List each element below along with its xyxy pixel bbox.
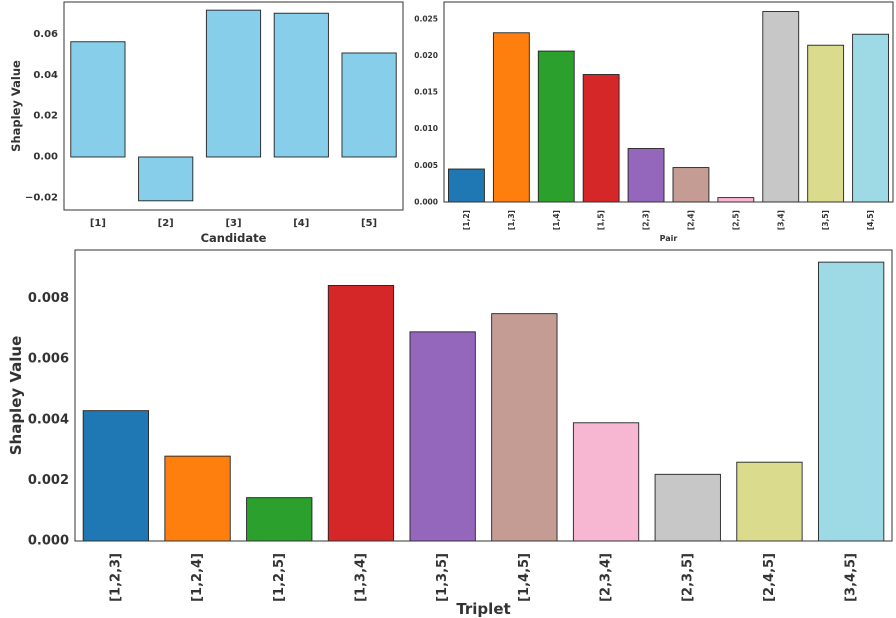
triplet-xlabel: Triplet [456,600,510,618]
triplet-ytick-label: 0.008 [28,291,69,306]
candidate-bar-[3] [205,9,262,158]
pair-xtick-label: [1,3] [507,210,516,230]
triplet-ytick-label: 0.006 [28,352,69,367]
triplet-bar-[1,4,5] [491,313,558,542]
pair-chart: 0.000 0.005 0.010 0.015 0.020 0.025 [1,2] [1,3]… [414,1,894,243]
triplet-xtick-label: [1,2,3] [108,553,123,602]
pair-xtick-label: [1,4] [552,210,561,230]
triplet-xtick-label: [1,3,5] [435,553,450,602]
triplet-bar-[1,2,3] [82,410,149,542]
candidate-bar-[2] [138,156,194,202]
candidate-ytick-label: 0.00 [33,151,58,162]
pair-xtick-label: [2,4] [686,210,695,230]
triplet-xtick-label: [2,3,5] [680,553,695,602]
pair-axes-frame [443,1,894,203]
pair-bar-[1,4] [537,50,575,203]
pair-bar-[2,5] [717,197,755,203]
triplet-bar-[1,3,4] [327,285,395,542]
pair-xtick-label: [4,5] [866,210,875,230]
pair-ytick-label: 0.000 [414,198,438,207]
candidate-ytick-label: 0.02 [33,111,58,122]
candidate-ytick-label: 0.04 [33,70,58,81]
triplet-bar-[2,3,5] [654,473,721,542]
triplet-bar-[2,3,4] [572,422,640,542]
triplet-ylabel: Shapley Value [7,336,25,456]
triplet-ytick-label: 0.000 [28,534,69,549]
pair-ytick-label: 0.020 [414,51,438,60]
pair-ytick-label: 0.025 [414,14,438,23]
triplet-chart: 0.000 0.002 0.004 0.006 0.008 [1,2,3] [1,2,4] [… [7,249,893,618]
triplet-bar-[1,2,4] [164,455,231,542]
candidate-xlabel: Candidate [201,231,267,245]
triplet-xtick-label: [1,2,5] [272,553,287,602]
pair-xtick-label: [2,5] [731,210,740,230]
pair-xtick-label: [2,3] [642,210,651,230]
pair-bar-[4,5] [852,33,889,203]
candidate-bar-[4] [273,12,329,158]
candidate-xtick-label: [4] [293,218,309,229]
candidate-xtick-label: [2] [158,218,174,229]
candidate-axes-frame [63,1,404,211]
pair-ytick-label: 0.005 [414,161,438,170]
pair-xtick-label: [3,4] [776,210,785,230]
triplet-ytick-label: 0.004 [28,412,69,427]
candidate-chart: −0.02 0.00 0.02 0.04 0.06 [1] [2] [3] [4] [5] Cand… [9,1,404,245]
triplet-axes-frame [74,249,893,542]
triplet-bar-[1,3,5] [409,331,476,542]
candidate-xtick-label: [5] [361,218,377,229]
pair-ytick-label: 0.015 [414,88,438,97]
candidate-bar-[5] [341,52,397,158]
candidate-bar-[1] [70,41,126,158]
triplet-xtick-label: [2,4,5] [762,553,777,602]
pair-xlabel: Pair [660,234,678,243]
triplet-xtick-label: [1,2,4] [190,553,205,602]
pair-bar-[1,3] [492,32,530,203]
triplet-bar-[2,4,5] [736,461,803,542]
candidate-xtick-label: [3] [225,218,241,229]
triplet-bar-[1,2,5] [246,497,313,542]
triplet-xtick-label: [2,3,4] [599,553,614,602]
pair-bar-[1,5] [582,74,620,203]
candidate-ylabel: Shapley Value [9,60,23,152]
pair-bar-[2,4] [672,167,710,203]
pair-xtick-label: [1,5] [597,210,606,230]
triplet-ytick-label: 0.002 [28,473,69,488]
triplet-bar-[3,4,5] [818,261,885,542]
triplet-xtick-label: [1,3,4] [353,553,368,602]
candidate-xtick-label: [1] [90,218,106,229]
candidate-ytick-label: −0.02 [25,192,58,203]
pair-xtick-label: [1,2] [462,210,471,230]
triplet-xtick-label: [1,4,5] [517,553,532,602]
pair-bar-[3,5] [807,44,845,203]
pair-bar-[2,3] [627,148,665,203]
candidate-ytick-label: 0.06 [33,29,58,40]
pair-xtick-label: [3,5] [821,210,830,230]
pair-bar-[1,2] [448,168,485,203]
triplet-xtick-label: [3,4,5] [844,553,859,602]
pair-bar-[3,4] [762,11,800,203]
pair-ytick-label: 0.010 [414,124,438,133]
